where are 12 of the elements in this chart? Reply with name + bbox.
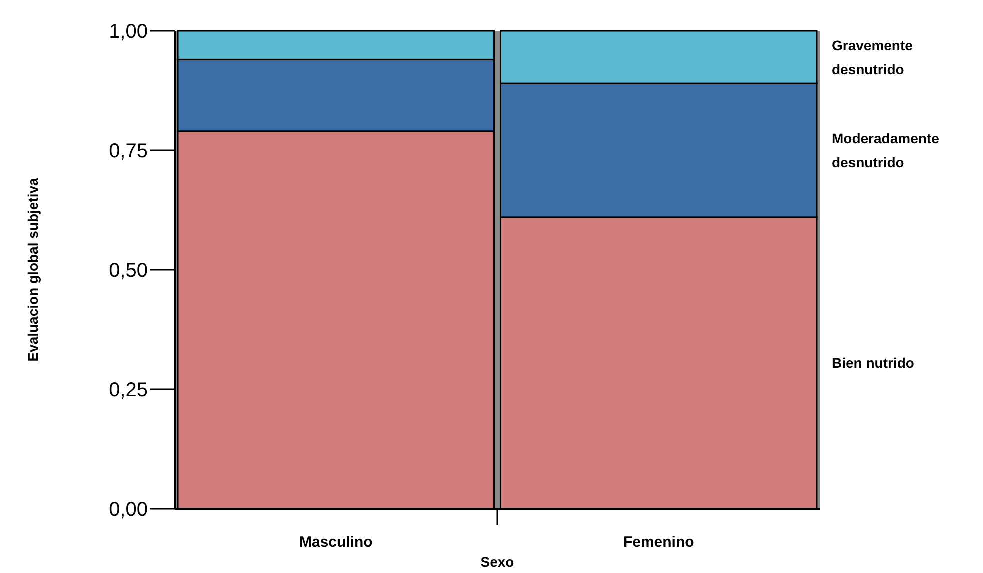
x-tick-label: Femenino — [623, 534, 694, 551]
series-label: Gravemente desnutrido — [832, 37, 914, 78]
x-axis-title: Sexo — [480, 554, 514, 570]
y-axis-title: Evaluacion global subjetiva — [25, 178, 41, 362]
y-tick-label: 0,50 — [109, 260, 148, 282]
y-tick-label: 1,00 — [109, 21, 148, 43]
x-tick-label: Masculino — [299, 534, 373, 551]
y-tick-label: 0,25 — [109, 380, 148, 402]
series-label: Bien nutrido — [832, 355, 914, 372]
y-tick-label: 0,75 — [109, 140, 148, 162]
series-label: Moderadamente desnutrido — [832, 130, 940, 170]
y-tick-label: 0,00 — [109, 499, 148, 521]
